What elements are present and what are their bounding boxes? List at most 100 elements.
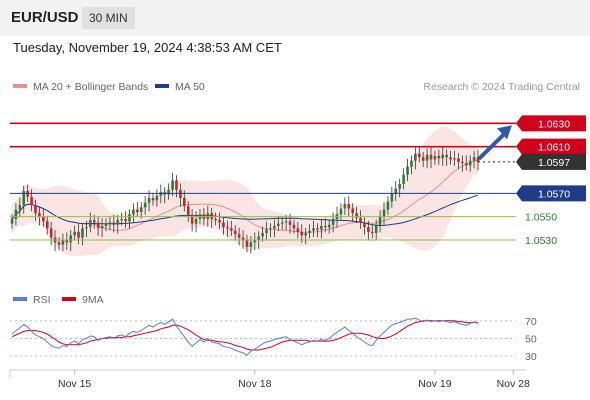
candle (429, 147, 433, 169)
candle (229, 220, 233, 236)
candle (73, 225, 76, 241)
candle-body (30, 196, 33, 205)
candle (190, 209, 194, 232)
candle (167, 183, 170, 200)
candle-body (382, 209, 386, 217)
candle-body (73, 231, 76, 236)
candle (104, 218, 108, 232)
ma20-legend-swatch (13, 84, 27, 88)
candle (417, 146, 421, 163)
candle-body (112, 222, 116, 225)
candle (18, 197, 22, 218)
candle (363, 217, 366, 235)
candle (136, 202, 139, 218)
candle (292, 219, 296, 234)
candle-body (457, 158, 460, 162)
candle-body (464, 163, 468, 166)
candle-body (179, 189, 182, 198)
candle-body (92, 220, 96, 223)
candle-body (233, 230, 237, 235)
candle-body (218, 220, 221, 223)
level-label-1.0530: 1.0530 (525, 235, 557, 247)
candle-body (108, 222, 112, 224)
candle (343, 197, 347, 215)
candle (57, 237, 61, 250)
candle (323, 218, 327, 233)
candle (394, 181, 398, 201)
candle-body (445, 154, 448, 158)
candle-body (327, 224, 331, 228)
candle-body (398, 184, 401, 189)
candle (331, 212, 335, 233)
candle (49, 221, 53, 246)
candle (65, 232, 69, 250)
candle-body (476, 157, 480, 162)
candle-body (378, 216, 382, 225)
candle (453, 150, 456, 166)
candle (351, 203, 354, 222)
level-tag-1.0570 (516, 185, 586, 202)
candle (276, 216, 280, 232)
candle-body (331, 219, 335, 225)
candle (461, 155, 464, 172)
candle-body (351, 208, 354, 214)
candle-body (363, 222, 366, 228)
candle-body (308, 230, 311, 233)
candle (226, 220, 229, 238)
candle-body (437, 156, 441, 159)
candle (280, 217, 284, 231)
candle (171, 172, 174, 197)
candle-body (143, 202, 147, 208)
candle (214, 212, 217, 226)
ma9-legend-label: 9MA (82, 294, 104, 306)
rsi-tick-70: 70 (525, 316, 537, 328)
candle (355, 206, 358, 224)
forecast-arrow-head (497, 125, 512, 140)
current-price-tag (516, 153, 586, 170)
forecast-arrow-shaft (478, 130, 508, 160)
candle-body (370, 231, 374, 233)
candle-body (14, 209, 18, 219)
candle (378, 210, 382, 233)
candle (96, 216, 100, 236)
bollinger-band (12, 126, 478, 257)
candle (186, 200, 190, 222)
candle (183, 190, 186, 212)
level-tag-1.0630 (516, 115, 586, 132)
candle (320, 219, 323, 239)
candle (284, 214, 288, 231)
candle-body (323, 226, 327, 228)
candle-body (49, 228, 53, 238)
candle (359, 210, 362, 229)
candle (265, 221, 268, 240)
price-plot-area (10, 126, 480, 257)
candle (406, 158, 409, 182)
candle-body (288, 221, 292, 225)
candle (112, 214, 116, 233)
candle (374, 219, 378, 240)
candle-body (421, 157, 425, 161)
symbol-title: EUR/USD (11, 9, 79, 26)
candle-body (241, 237, 245, 240)
candle (472, 150, 476, 169)
candle-body (304, 233, 307, 236)
candle (128, 209, 131, 229)
candle (61, 233, 65, 252)
candle (449, 150, 452, 165)
candle (69, 230, 73, 252)
timeframe-badge[interactable]: 30 MIN (82, 7, 135, 29)
candle (468, 155, 472, 172)
candle (414, 147, 417, 170)
candle (124, 211, 127, 228)
candle (92, 214, 96, 229)
candle (367, 220, 370, 241)
candle-body (124, 219, 127, 222)
candle-body (77, 231, 80, 238)
candle (139, 202, 143, 219)
candle-body (406, 166, 409, 175)
candle-body (402, 174, 405, 184)
candle-body (65, 240, 69, 243)
candle-body (257, 236, 261, 240)
candle-body (453, 158, 456, 160)
